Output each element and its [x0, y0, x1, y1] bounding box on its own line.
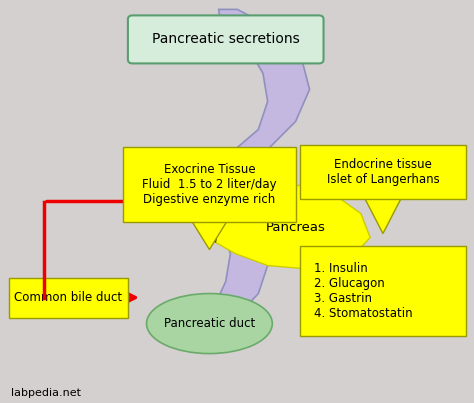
- Text: Endocrine tissue
Islet of Langerhans: Endocrine tissue Islet of Langerhans: [327, 158, 439, 187]
- Text: Exocrine Tissue
Fluid  1.5 to 2 liter/day
Digestive enzyme rich: Exocrine Tissue Fluid 1.5 to 2 liter/day…: [142, 163, 277, 206]
- FancyBboxPatch shape: [9, 278, 128, 318]
- Text: Duodenum: Duodenum: [209, 185, 228, 243]
- Ellipse shape: [146, 293, 272, 353]
- FancyBboxPatch shape: [128, 15, 324, 63]
- Text: labpedia.net: labpedia.net: [11, 388, 82, 398]
- Text: Pancreatic duct: Pancreatic duct: [164, 317, 255, 330]
- FancyBboxPatch shape: [300, 245, 465, 336]
- Polygon shape: [193, 185, 370, 270]
- Text: Pancreas: Pancreas: [265, 221, 326, 234]
- Text: Pancreatic secretions: Pancreatic secretions: [152, 32, 300, 46]
- FancyBboxPatch shape: [123, 147, 296, 222]
- Polygon shape: [365, 197, 401, 233]
- Text: 1. Insulin
2. Glucagon
3. Gastrin
4. Stomatostatin: 1. Insulin 2. Glucagon 3. Gastrin 4. Sto…: [314, 262, 413, 320]
- FancyBboxPatch shape: [300, 145, 465, 199]
- Polygon shape: [207, 9, 310, 318]
- Text: Common bile duct: Common bile duct: [14, 291, 123, 304]
- Polygon shape: [191, 220, 228, 249]
